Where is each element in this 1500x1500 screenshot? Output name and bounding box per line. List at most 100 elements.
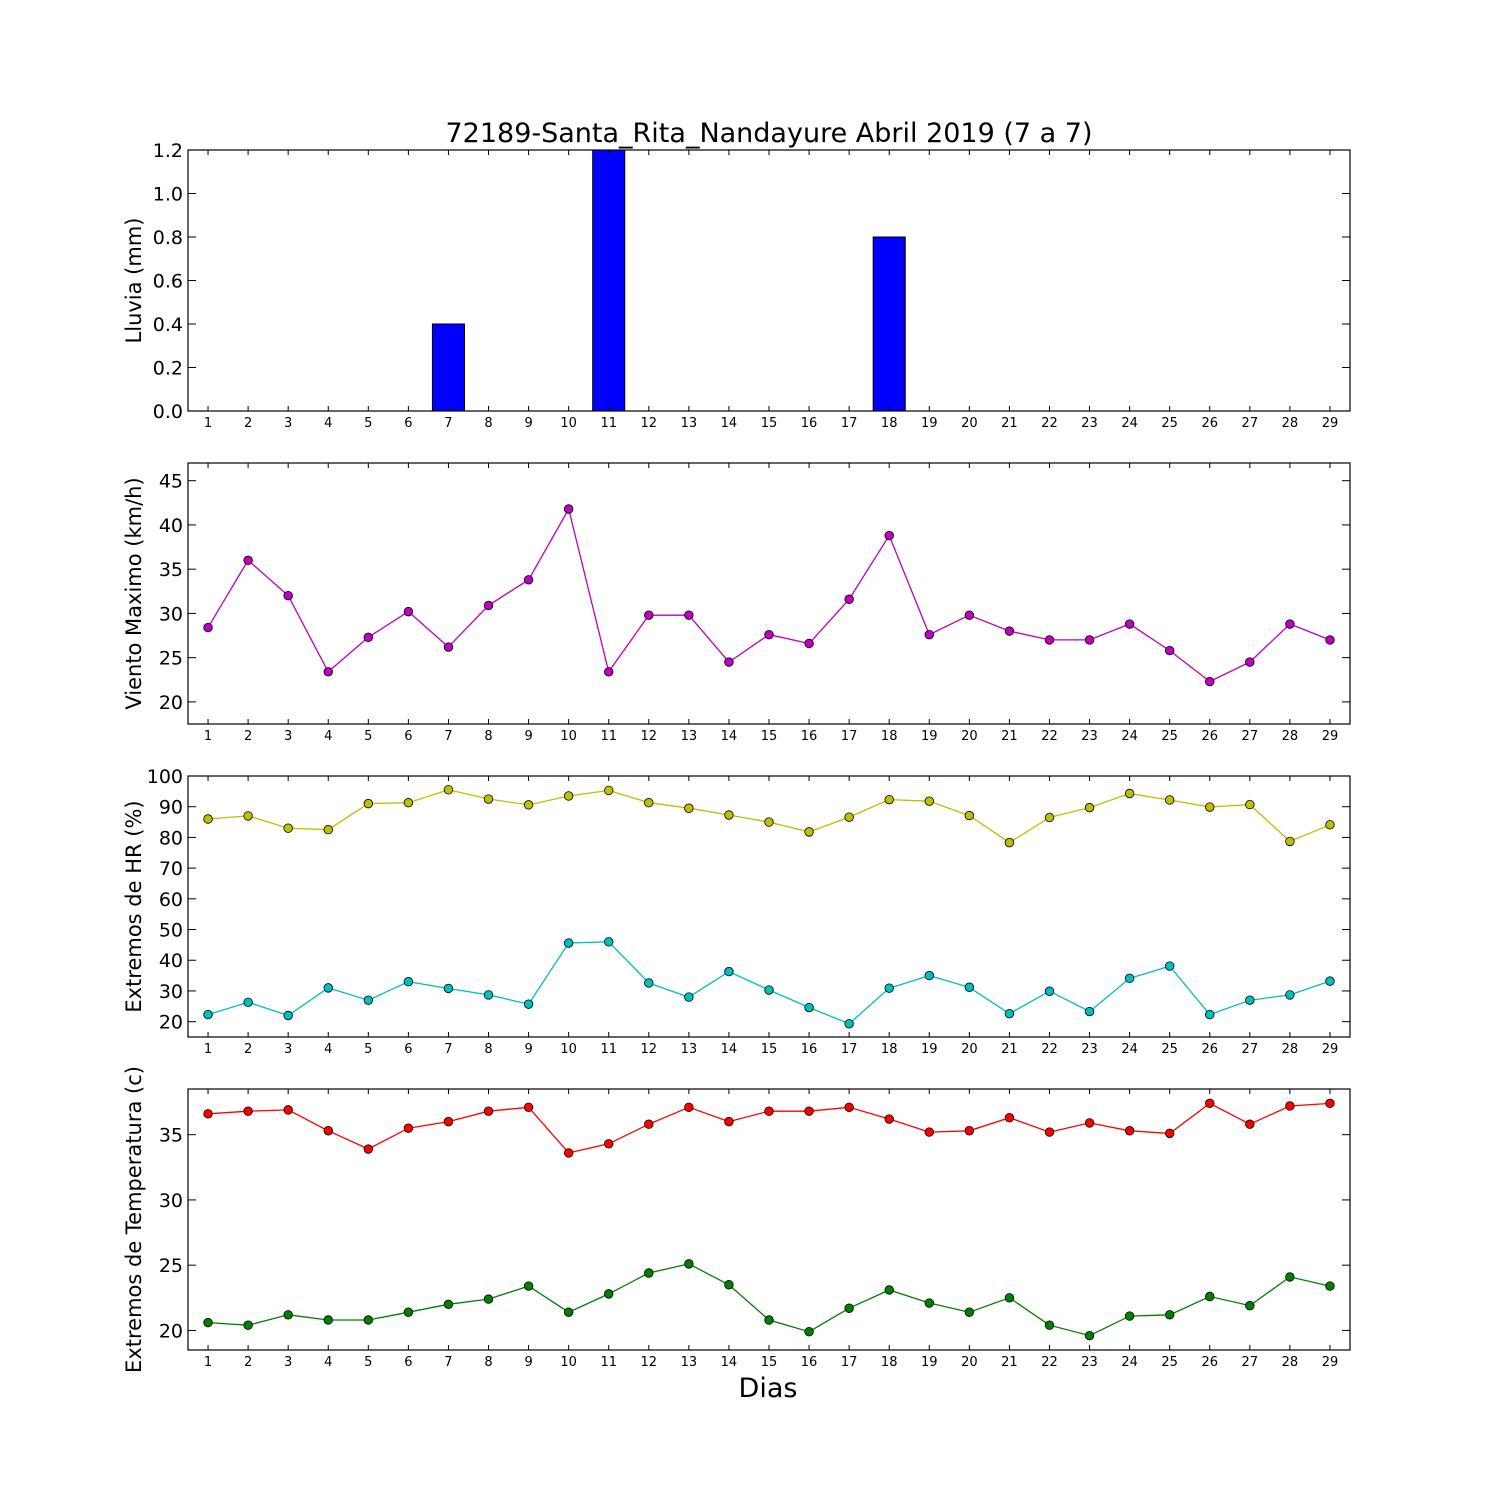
series-1-point-day-19 <box>924 1127 934 1137</box>
x-tick-label: 18 <box>881 1355 898 1370</box>
panel-2-marks <box>203 504 1335 687</box>
series-2-point-day-3 <box>283 1010 293 1021</box>
series-2-point-day-14 <box>724 1280 734 1290</box>
series-2-point-day-17 <box>844 1303 854 1313</box>
x-tick-label: 13 <box>681 1355 698 1370</box>
series-2-point-day-26 <box>1205 1291 1215 1302</box>
x-tick-label: 1 <box>204 1042 212 1057</box>
x-tick-label: 1 <box>204 1355 212 1370</box>
x-tick-label: 15 <box>761 1355 778 1370</box>
series-1-point-day-8 <box>483 1106 494 1116</box>
series-1-point-day-18 <box>884 794 894 805</box>
x-tick-label: 22 <box>1041 416 1058 431</box>
series-1-point-day-1 <box>203 622 213 633</box>
series-2-point-day-4 <box>323 1315 333 1325</box>
x-tick-label: 13 <box>681 416 698 431</box>
x-tick-label: 4 <box>324 416 332 431</box>
series-1-point-day-25 <box>1164 795 1175 805</box>
y-tick-label: 100 <box>147 766 183 788</box>
series-2-point-day-15 <box>764 985 774 995</box>
series-1-point-day-14 <box>724 1116 734 1127</box>
y-tick-label: 0.2 <box>153 358 183 380</box>
series-2-point-day-10 <box>563 1307 574 1317</box>
x-tick-label: 15 <box>761 729 778 744</box>
series-1-point-day-25 <box>1164 645 1175 656</box>
series-2-point-day-11 <box>604 937 614 947</box>
series-2-point-day-2 <box>243 1320 253 1330</box>
x-tick-label: 21 <box>1001 416 1018 431</box>
x-tick-label: 7 <box>444 729 452 744</box>
series-2-point-day-12 <box>644 1268 654 1278</box>
x-tick-label: 18 <box>881 729 898 744</box>
x-tick-label: 25 <box>1161 1355 1178 1370</box>
x-tick-label: 11 <box>600 1042 617 1057</box>
x-tick-label: 14 <box>721 416 738 431</box>
series-1-point-day-5 <box>363 632 374 642</box>
x-tick-label: 12 <box>641 1355 658 1370</box>
series-1-point-day-15 <box>764 1106 774 1116</box>
x-tick-label: 2 <box>244 1355 252 1370</box>
series-1-point-day-7 <box>443 785 454 795</box>
series-2-point-day-2 <box>243 997 253 1008</box>
series-1-point-day-8 <box>483 600 494 611</box>
series-2-point-day-9 <box>523 999 534 1009</box>
series-1-point-day-5 <box>363 798 374 809</box>
series-1-point-day-9 <box>523 800 534 810</box>
series-2-point-day-3 <box>283 1310 293 1320</box>
x-tick-label: 26 <box>1201 1355 1218 1370</box>
x-tick-label: 14 <box>721 1042 738 1057</box>
x-tick-label: 7 <box>444 1042 452 1057</box>
series-1-point-day-6 <box>403 1123 414 1133</box>
series-1-point-day-28 <box>1285 836 1295 847</box>
x-tick-label: 18 <box>881 416 898 431</box>
x-tick-label: 17 <box>841 416 858 431</box>
x-tick-label: 10 <box>560 1042 577 1057</box>
x-tick-label: 8 <box>484 729 492 744</box>
x-tick-label: 11 <box>600 1355 617 1370</box>
panel-1-marks <box>431 150 906 411</box>
x-tick-label: 28 <box>1282 416 1299 431</box>
x-tick-label: 8 <box>484 416 492 431</box>
series-1-point-day-7 <box>443 1116 454 1127</box>
series-1-point-day-2 <box>243 555 253 566</box>
panel-2: 1 2 3 4 5 6 7 8 9 10 11 12 13 14 15 16 17 18 19 20 21 22 23 24 2… <box>122 462 1351 744</box>
series-2-point-day-25 <box>1164 961 1175 971</box>
x-tick-label: 29 <box>1322 1355 1339 1370</box>
x-tick-label: 17 <box>841 1355 858 1370</box>
x-tick-label: 22 <box>1041 729 1058 744</box>
x-tick-label: 24 <box>1121 729 1138 744</box>
y-tick-label: 0.4 <box>153 314 183 336</box>
series-1-point-day-22 <box>1044 635 1055 645</box>
series-1-point-day-16 <box>804 1106 814 1116</box>
series-1-point-day-16 <box>804 638 814 649</box>
panel-4-marks <box>203 1098 1335 1341</box>
y-tick-label: 0.6 <box>153 271 183 293</box>
series-1-point-day-4 <box>323 1126 333 1136</box>
x-tick-label: 19 <box>921 416 938 431</box>
y-tick-label: 45 <box>159 471 183 493</box>
x-tick-label: 15 <box>761 1042 778 1057</box>
series-1-point-day-28 <box>1285 1101 1295 1111</box>
series-1-point-day-6 <box>403 606 414 617</box>
series-2-point-day-22 <box>1044 986 1055 996</box>
x-tick-label: 4 <box>324 1042 332 1057</box>
x-tick-label: 3 <box>284 416 292 431</box>
x-tick-label: 13 <box>681 729 698 744</box>
y-tick-label: 20 <box>159 1012 183 1034</box>
x-tick-label: 16 <box>801 729 818 744</box>
x-tick-label: 24 <box>1121 1355 1138 1370</box>
x-tick-label: 19 <box>921 729 938 744</box>
series-1-point-day-13 <box>684 803 694 813</box>
series-2-point-day-18 <box>884 983 894 993</box>
series-2-point-day-21 <box>1004 1008 1015 1019</box>
x-tick-label: 6 <box>404 729 412 744</box>
series-1-point-day-24 <box>1124 1126 1135 1136</box>
series-1-point-day-18 <box>884 530 894 541</box>
x-tick-label: 7 <box>444 1355 452 1370</box>
x-tick-label: 22 <box>1041 1042 1058 1057</box>
series-2-point-day-18 <box>884 1285 894 1295</box>
series-1-point-day-11 <box>604 785 614 796</box>
panel-3-marks <box>203 785 1335 1029</box>
series-1-point-day-29 <box>1325 635 1335 645</box>
series-2-point-day-6 <box>403 1307 414 1317</box>
